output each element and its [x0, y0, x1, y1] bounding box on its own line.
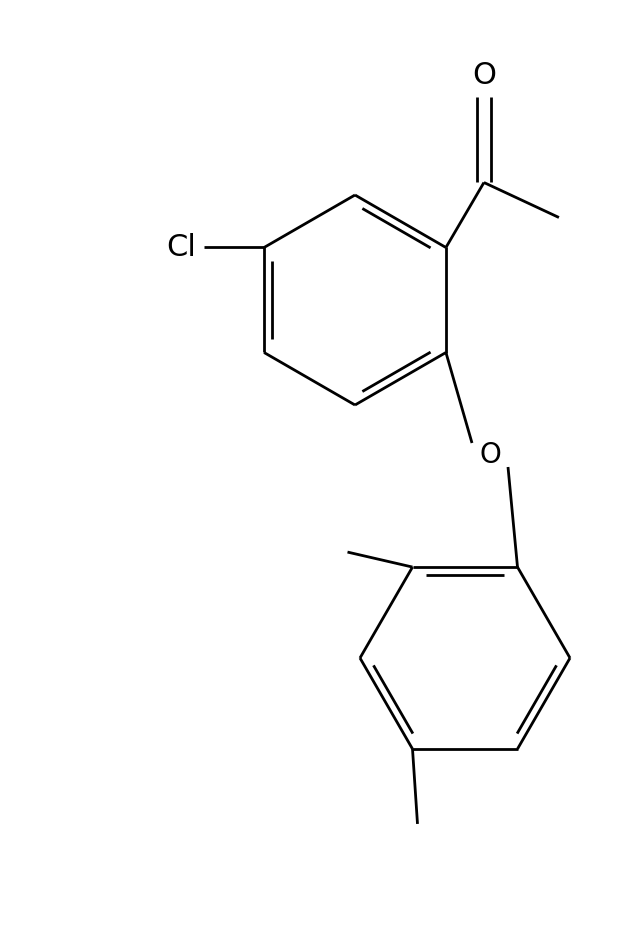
Text: O: O: [479, 441, 501, 469]
Text: Cl: Cl: [166, 233, 196, 262]
Text: O: O: [472, 61, 496, 90]
